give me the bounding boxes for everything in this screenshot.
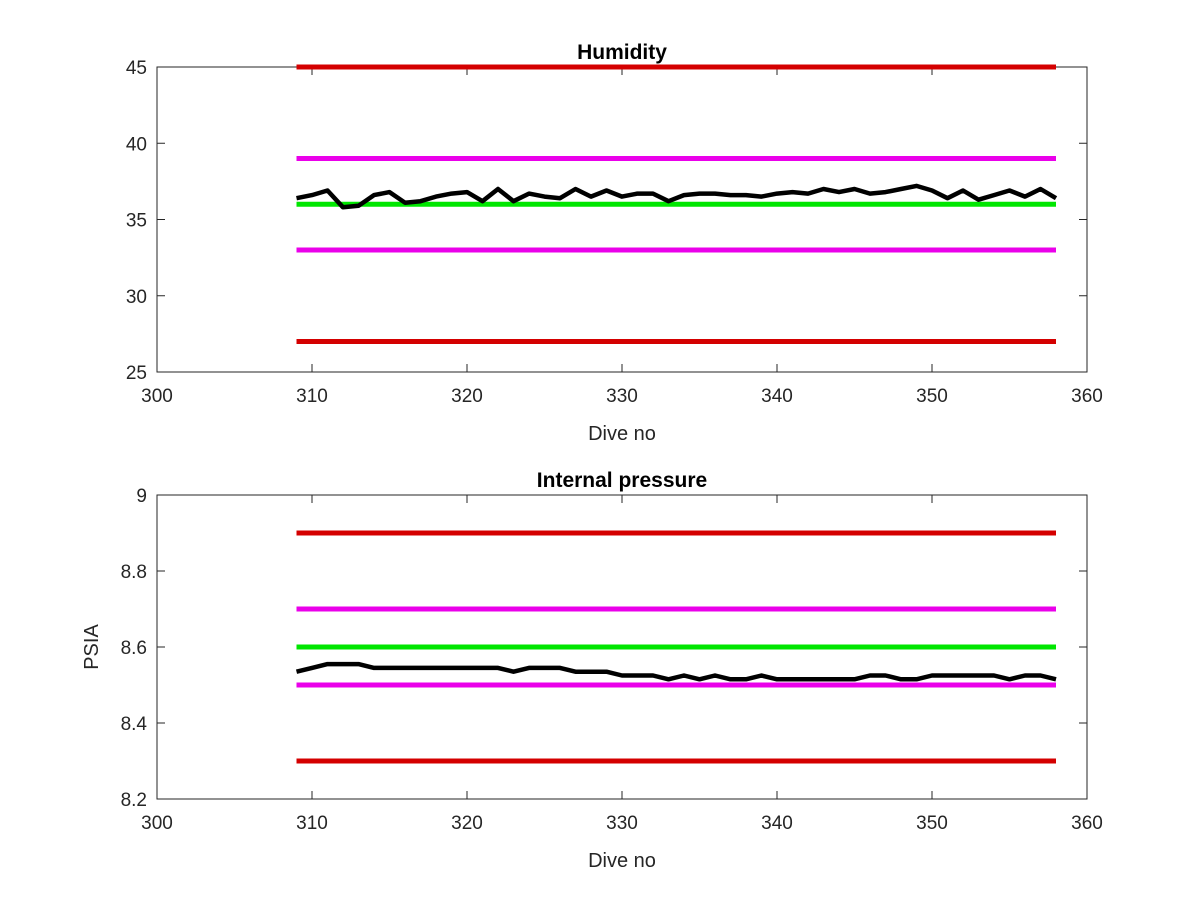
pressure-x-tick-label: 310 [296,813,328,834]
pressure-x-tick-label: 350 [916,813,948,834]
humidity-panel: 300 310 320 330 340 350 360 25 30 35 40 45 Humidity D… [126,41,1103,445]
pressure-x-tick-label: 340 [761,813,793,834]
pressure-x-tick-label: 360 [1071,813,1103,834]
pressure-panel: 300 310 320 330 340 350 360 8.2 8.4 8.6 8.8 9 Intern… [81,469,1103,872]
pressure-x-tick-label: 320 [451,813,483,834]
humidity-y-tick-label: 25 [126,363,147,384]
humidity-title: Humidity [577,41,667,64]
pressure-x-label: Dive no [588,850,656,872]
pressure-y-tick-label: 8.2 [121,790,147,811]
humidity-plot-area [156,66,1088,373]
pressure-y-tick-label: 8.4 [121,714,148,735]
humidity-y-tick-label: 45 [126,58,147,79]
pressure-y-tick-label: 8.8 [121,562,147,583]
humidity-y-tick-label: 35 [126,211,147,232]
humidity-y-tick-label: 30 [126,287,147,308]
pressure-x-tick-label: 330 [606,813,638,834]
humidity-data-line [296,183,1058,210]
humidity-x-tick-label: 320 [451,386,483,407]
pressure-y-tick-label: 9 [136,486,147,507]
humidity-x-tick-label: 360 [1071,386,1103,407]
humidity-x-tick-label: 300 [141,386,173,407]
pressure-title: Internal pressure [537,469,707,492]
humidity-x-tick-label: 330 [606,386,638,407]
humidity-x-tick-label: 340 [761,386,793,407]
humidity-x-label: Dive no [588,423,656,445]
pressure-y-label: PSIA [81,624,103,670]
humidity-y-tick-label: 40 [126,134,147,155]
pressure-x-tick-label: 300 [141,813,173,834]
pressure-data-line [295,661,1057,682]
pressure-y-tick-label: 8.6 [121,638,147,659]
humidity-x-tick-label: 350 [916,386,948,407]
humidity-x-tick-label: 310 [296,386,328,407]
